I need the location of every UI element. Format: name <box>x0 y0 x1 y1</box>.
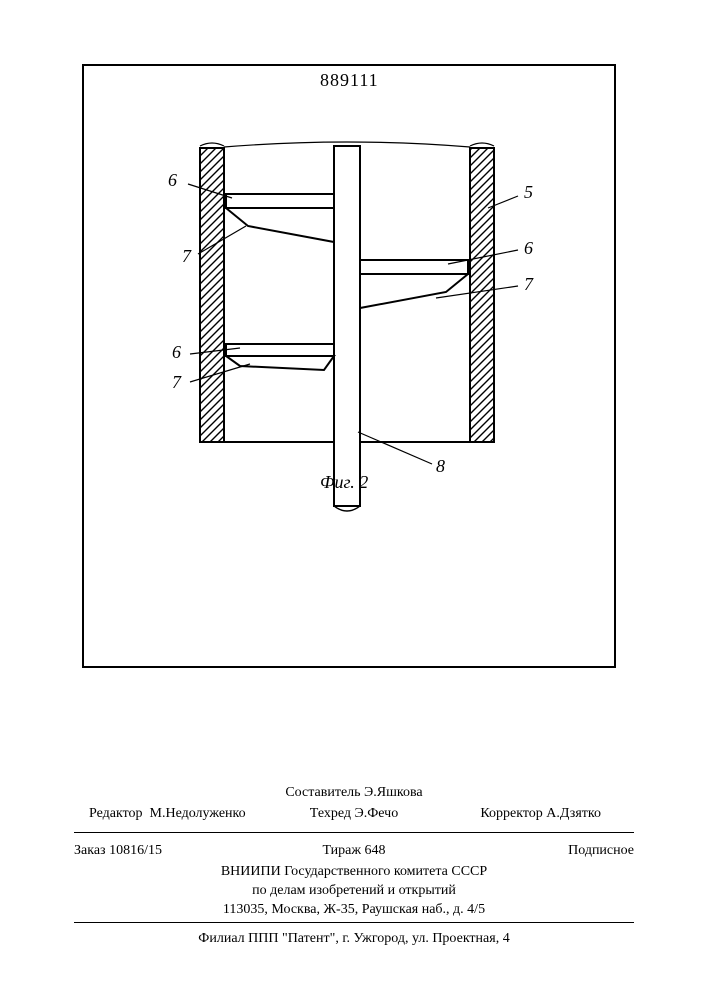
footer-rule-2 <box>74 922 634 923</box>
label-7c: 7 <box>524 274 534 294</box>
label-6a: 6 <box>168 170 177 190</box>
tirage: Тираж 648 <box>261 842 448 861</box>
footer-block: Составитель Э.Яшкова Редактор М.Недолуже… <box>74 784 634 826</box>
credits-row: Редактор М.Недолуженко Техред Э.Фечо Кор… <box>74 805 634 824</box>
wall-right <box>470 148 494 442</box>
label-6c: 6 <box>524 238 533 258</box>
figure-caption: Фиг. 2 <box>320 472 368 493</box>
label-7b: 7 <box>172 372 182 392</box>
order: Заказ 10816/15 <box>74 842 261 861</box>
techred: Техред Э.Фечо <box>261 805 448 824</box>
label-7a: 7 <box>182 246 192 266</box>
figure: 6 7 6 7 5 6 7 <box>82 64 612 664</box>
shaft <box>334 146 360 506</box>
footer-rule-1 <box>74 832 634 833</box>
label-8: 8 <box>436 456 445 476</box>
blade-2 <box>360 260 468 308</box>
subscription: Подписное <box>447 842 634 861</box>
label-5: 5 <box>524 182 533 202</box>
diagram-group <box>200 142 494 511</box>
footer-block-2: Заказ 10816/15 Тираж 648 Подписное ВНИИП… <box>74 840 634 920</box>
branch-line: Филиал ППП "Патент", г. Ужгород, ул. Про… <box>74 930 634 949</box>
org-line-1: ВНИИПИ Государственного комитета СССР <box>74 863 634 882</box>
address-line: 113035, Москва, Ж-35, Раушская наб., д. … <box>74 901 634 920</box>
org-line-2: по делам изобретений и открытий <box>74 882 634 901</box>
compiler-line: Составитель Э.Яшкова <box>74 784 634 803</box>
footer-branch: Филиал ППП "Патент", г. Ужгород, ул. Про… <box>74 930 634 949</box>
blade-1 <box>226 194 334 242</box>
editor: Редактор М.Недолуженко <box>74 805 261 824</box>
corrector: Корректор А.Дзятко <box>447 805 634 824</box>
order-row: Заказ 10816/15 Тираж 648 Подписное <box>74 842 634 861</box>
label-6b: 6 <box>172 342 181 362</box>
